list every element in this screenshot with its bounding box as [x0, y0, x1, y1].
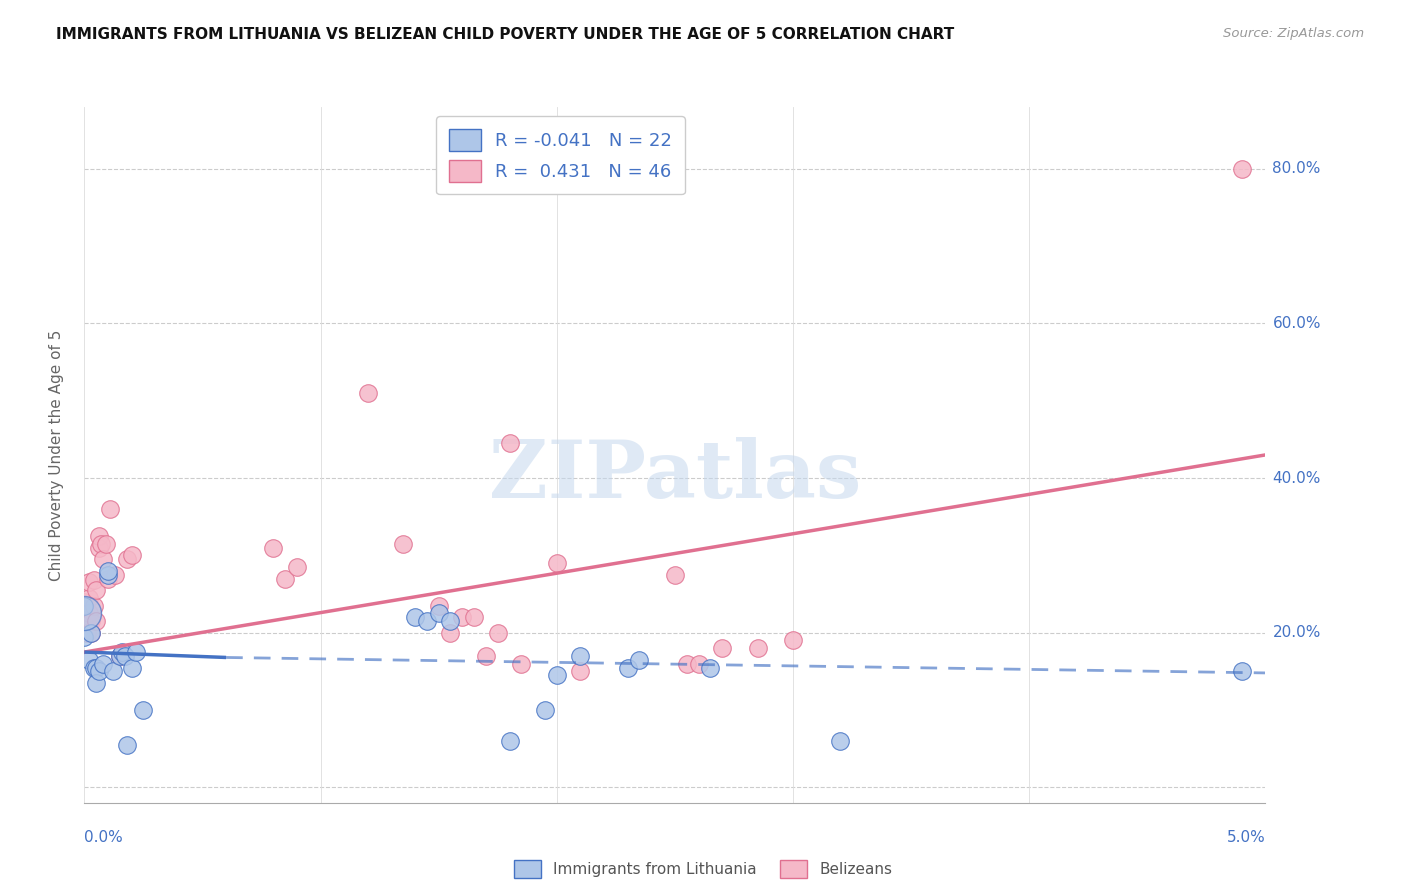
Text: 40.0%: 40.0% — [1272, 471, 1320, 485]
Point — [357, 386, 380, 401]
Point — [80, 625, 103, 640]
Point — [439, 614, 461, 628]
Text: 80.0%: 80.0% — [1272, 161, 1320, 177]
Point — [711, 641, 734, 656]
Text: 20.0%: 20.0% — [1272, 625, 1320, 640]
Point — [121, 660, 143, 674]
Point — [91, 657, 114, 671]
Point — [115, 552, 138, 566]
Point — [546, 668, 568, 682]
Point — [80, 625, 103, 640]
Point — [84, 660, 107, 674]
Point — [73, 630, 96, 644]
Point — [101, 665, 124, 679]
Point — [114, 648, 136, 663]
Point — [76, 625, 98, 640]
Point — [97, 572, 120, 586]
Point — [1230, 665, 1253, 679]
Point — [77, 653, 100, 667]
Point — [125, 645, 148, 659]
Point — [510, 657, 533, 671]
Point — [80, 614, 103, 628]
Point — [546, 556, 568, 570]
Point — [83, 660, 105, 674]
Point — [274, 572, 297, 586]
Point — [262, 541, 284, 555]
Point — [108, 648, 131, 663]
Point — [76, 614, 98, 628]
Point — [77, 575, 100, 590]
Point — [115, 738, 138, 752]
Text: 5.0%: 5.0% — [1226, 830, 1265, 845]
Point — [475, 648, 498, 663]
Point — [73, 607, 96, 621]
Point — [87, 529, 110, 543]
Point — [569, 665, 592, 679]
Point — [73, 595, 96, 609]
Point — [104, 567, 127, 582]
Point — [616, 660, 638, 674]
Text: Source: ZipAtlas.com: Source: ZipAtlas.com — [1223, 27, 1364, 40]
Point — [84, 676, 107, 690]
Point — [486, 625, 509, 640]
Point — [699, 660, 721, 674]
Point — [688, 657, 710, 671]
Text: ZIPatlas: ZIPatlas — [489, 437, 860, 515]
Point — [121, 549, 143, 563]
Point — [83, 573, 105, 587]
Point — [111, 645, 134, 659]
Point — [90, 537, 112, 551]
Point — [498, 734, 520, 748]
Point — [451, 610, 474, 624]
Point — [534, 703, 557, 717]
Point — [664, 567, 686, 582]
Point — [132, 703, 155, 717]
Y-axis label: Child Poverty Under the Age of 5: Child Poverty Under the Age of 5 — [49, 329, 63, 581]
Point — [439, 625, 461, 640]
Point — [94, 537, 117, 551]
Point — [569, 648, 592, 663]
Text: 60.0%: 60.0% — [1272, 316, 1320, 331]
Point — [98, 502, 121, 516]
Point — [83, 599, 105, 613]
Point — [427, 607, 450, 621]
Point — [628, 653, 651, 667]
Point — [91, 552, 114, 566]
Point — [97, 564, 120, 578]
Point — [77, 607, 100, 621]
Point — [84, 583, 107, 598]
Point — [285, 560, 308, 574]
Point — [463, 610, 485, 624]
Text: 0.0%: 0.0% — [84, 830, 124, 845]
Point — [782, 633, 804, 648]
Point — [404, 610, 426, 624]
Point — [1230, 161, 1253, 176]
Point — [416, 614, 439, 628]
Legend: R = -0.041   N = 22, R =  0.431   N = 46: R = -0.041 N = 22, R = 0.431 N = 46 — [436, 116, 685, 194]
Text: IMMIGRANTS FROM LITHUANIA VS BELIZEAN CHILD POVERTY UNDER THE AGE OF 5 CORRELATI: IMMIGRANTS FROM LITHUANIA VS BELIZEAN CH… — [56, 27, 955, 42]
Point — [108, 648, 131, 663]
Point — [87, 541, 110, 555]
Point — [675, 657, 697, 671]
Point — [73, 599, 96, 613]
Point — [77, 591, 100, 605]
Legend: Immigrants from Lithuania, Belizeans: Immigrants from Lithuania, Belizeans — [508, 854, 898, 884]
Point — [427, 599, 450, 613]
Point — [747, 641, 769, 656]
Point — [392, 537, 415, 551]
Point — [84, 614, 107, 628]
Point — [830, 734, 852, 748]
Point — [87, 665, 110, 679]
Point — [97, 567, 120, 582]
Point — [498, 436, 520, 450]
